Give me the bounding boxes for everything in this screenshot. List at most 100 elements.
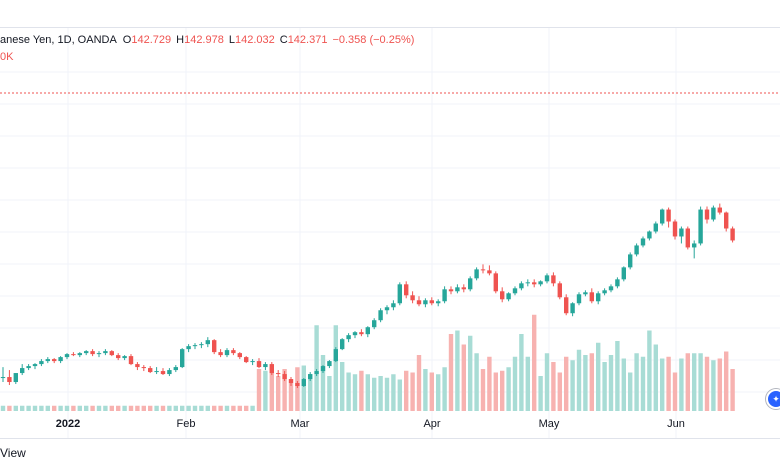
footer-separator (0, 438, 780, 439)
candle-body-18 (116, 355, 121, 359)
candle-body-5 (32, 364, 38, 367)
volume-bar-69 (442, 367, 447, 411)
tradingview-logo-icon[interactable]: ✦ (766, 389, 780, 409)
footer-link[interactable]: View (0, 446, 26, 460)
candle-body-87 (557, 283, 562, 298)
volume-bar-1 (7, 405, 12, 411)
volume-bar-5 (32, 405, 38, 411)
volume-bar-41 (263, 370, 268, 411)
open-value: 142.729 (131, 34, 172, 46)
volume-bar-14 (90, 405, 95, 411)
volume-bar-16 (103, 405, 108, 411)
candle-body-98 (628, 254, 633, 268)
volume-bar-22 (141, 405, 146, 411)
symbol-title: anese Yen, 1D, OANDA (0, 34, 117, 46)
candle-body-38 (244, 357, 249, 363)
candle-body-53 (340, 339, 345, 350)
candle-body-97 (621, 267, 626, 280)
volume-bar-48 (308, 374, 313, 411)
candle-body-49 (314, 371, 319, 375)
candle-body-4 (26, 366, 31, 369)
volume-bar-70 (448, 334, 454, 411)
candle-body-32 (205, 340, 210, 345)
candle-body-42 (269, 364, 274, 374)
volume-bar-80 (512, 356, 518, 411)
volume-bar-96 (615, 341, 620, 411)
volume-bar-11 (71, 405, 76, 411)
candle-body-76 (487, 270, 492, 274)
candle-body-35 (224, 350, 230, 356)
candle-body-24 (154, 371, 159, 373)
candle-body-110 (704, 209, 710, 220)
close-label: C (279, 34, 288, 46)
volume-bar-108 (692, 353, 697, 411)
candle-body-33 (212, 340, 217, 353)
change-value: −0.358 (−0.25%) (332, 34, 415, 46)
candle-body-90 (576, 294, 582, 304)
volume-bar-23 (148, 405, 153, 411)
time-axis: 2022 Feb Mar Apr May Jun (56, 418, 685, 430)
volume-bar-56 (359, 370, 364, 411)
candle-body-28 (180, 349, 185, 368)
volume-bar-38 (244, 405, 249, 411)
candle-body-27 (173, 367, 178, 371)
volume-bar-24 (154, 405, 159, 411)
candle-body-88 (564, 297, 569, 314)
candle-body-50 (320, 366, 326, 372)
volume-bar-21 (135, 405, 140, 411)
candle-body-39 (250, 361, 255, 363)
candle-body-31 (199, 344, 204, 346)
volume-bar-83 (532, 314, 537, 411)
volume-bar-43 (276, 376, 281, 411)
volume-bar-77 (493, 372, 498, 411)
volume-bar-57 (365, 374, 370, 411)
volume-bar-75 (480, 369, 486, 411)
volume-bar-88 (564, 356, 569, 411)
volume-bar-45 (288, 383, 294, 411)
volume-bar-106 (679, 358, 684, 411)
candle-body-65 (416, 300, 422, 305)
candle-body-91 (583, 292, 588, 295)
volume-bar-40 (256, 369, 262, 411)
volume-bar-7 (45, 405, 50, 411)
candle-body-14 (90, 351, 95, 355)
candle-body-60 (384, 307, 390, 311)
volume-bar-107 (685, 353, 690, 411)
volume-bar-64 (410, 372, 415, 411)
volume-bar-67 (429, 372, 434, 411)
volume-bar-99 (634, 353, 639, 411)
candle-body-94 (602, 290, 607, 294)
volume-bar-34 (218, 405, 223, 411)
volume-bar-51 (327, 376, 332, 411)
volume-bar-93 (596, 342, 601, 411)
high-value: 142.978 (184, 34, 224, 46)
volume-bar-52 (333, 325, 338, 411)
candle-body-10 (64, 354, 70, 358)
candle-body-3 (20, 368, 25, 374)
candle-body-75 (480, 269, 486, 271)
volume-bar-42 (269, 367, 274, 411)
candle-body-103 (660, 209, 665, 224)
candle-body-6 (39, 361, 44, 365)
volume-bar-28 (180, 405, 185, 411)
volume-bar-53 (340, 362, 345, 411)
volume-bar-55 (352, 374, 358, 411)
volume-bar-89 (570, 360, 575, 411)
candle-body-54 (346, 335, 351, 340)
candle-body-81 (519, 283, 524, 289)
candle-body-83 (532, 282, 537, 285)
candle-body-46 (295, 383, 300, 387)
volume-bar-61 (391, 374, 396, 411)
high-label: H (176, 34, 185, 46)
volume-bar-86 (551, 362, 556, 411)
candle-body-19 (122, 356, 127, 359)
volume-bar-15 (96, 405, 102, 411)
candle-body-100 (640, 238, 646, 246)
candle-body-82 (525, 282, 530, 284)
low-value: 142.032 (234, 34, 275, 46)
candle-body-86 (551, 275, 556, 284)
candle-body-47 (301, 379, 306, 387)
candle-body-95 (608, 286, 614, 291)
volume-bar-85 (544, 353, 550, 411)
